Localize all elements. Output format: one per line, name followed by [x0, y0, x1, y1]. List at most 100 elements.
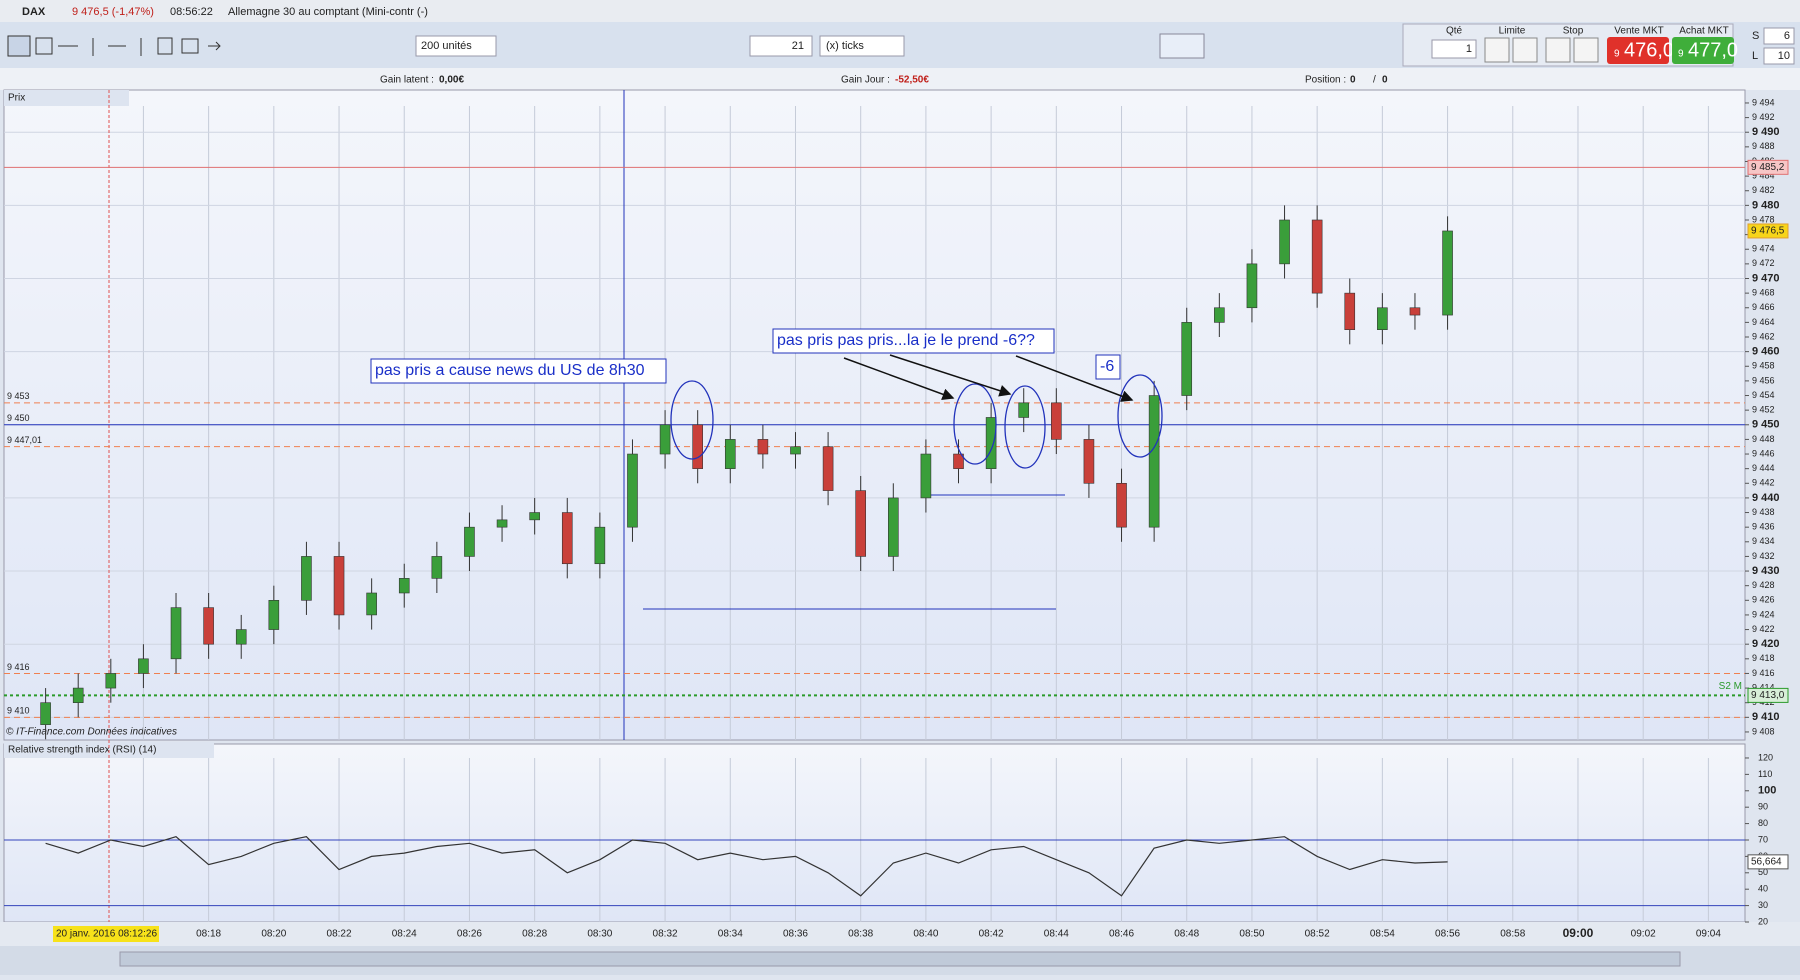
candle-body — [822, 446, 834, 491]
price-panel-header — [4, 90, 129, 106]
y-tick-label: 9 424 — [1752, 609, 1775, 619]
x-tick-label: 08:38 — [848, 929, 873, 940]
y-tick-label: 9 438 — [1752, 507, 1775, 517]
qty-input[interactable] — [1431, 39, 1477, 59]
candle-body — [920, 453, 932, 499]
y-tick-label: 9 430 — [1752, 565, 1780, 577]
x-tick-label: 08:42 — [979, 929, 1004, 940]
x-tick-label: 08:34 — [718, 929, 743, 940]
level-tag — [1747, 687, 1789, 703]
quote: 9 476,5 (-1,47%) — [72, 6, 154, 18]
annotation: pas pris a cause news du US de 8h30 — [375, 362, 645, 379]
candle-body — [659, 424, 671, 455]
y-tick-label: 9 434 — [1752, 536, 1775, 546]
candle-body — [1442, 230, 1453, 316]
quantity: 200 unités — [421, 40, 472, 52]
s-input[interactable] — [1763, 27, 1795, 45]
tool-icons[interactable] — [7, 35, 221, 57]
qty: 1 — [1466, 43, 1472, 55]
annotation: pas pris pas pris...la je le prend -6?? — [777, 332, 1035, 349]
x-tick-label: 08:40 — [913, 929, 938, 940]
quantity-select[interactable] — [415, 35, 497, 57]
x-tick-label: 09:04 — [1696, 929, 1721, 940]
sell-price: 476,0 — [1624, 39, 1674, 61]
candle-body — [203, 607, 214, 645]
candle-body — [72, 687, 84, 703]
level-tag-label: 9 485,2 — [1751, 162, 1785, 173]
y-tick-label: 9 408 — [1752, 726, 1775, 736]
circle-drawing — [953, 383, 997, 465]
candle-body — [1148, 395, 1160, 528]
candle-body — [105, 673, 117, 689]
copyright: © IT-Finance.com Données indicatives — [6, 727, 177, 738]
ticks-select[interactable] — [819, 35, 905, 57]
y-tick-label: 9 446 — [1752, 448, 1775, 458]
symbol[interactable]: DAX — [22, 6, 46, 18]
buy-label: Achat MKT — [1679, 26, 1728, 37]
x-tick-label: 08:22 — [327, 929, 352, 940]
annotation: -6 — [1100, 358, 1114, 375]
x-tick-label: 08:36 — [783, 929, 808, 940]
candle-body — [398, 578, 410, 594]
y-tick-label: 100 — [1758, 785, 1776, 797]
x-tick-label: 08:44 — [1044, 929, 1069, 940]
y-tick-label: 9 422 — [1752, 624, 1775, 634]
candle-body — [1246, 263, 1258, 309]
y-tick-label: 9 472 — [1752, 258, 1775, 268]
circle-drawing — [670, 380, 714, 460]
candle-body — [529, 512, 540, 521]
price-panel — [3, 89, 1746, 741]
stop-label: Stop — [1563, 26, 1584, 37]
chart-type-button[interactable] — [1159, 33, 1205, 59]
latent-label: Gain latent : — [380, 75, 434, 86]
x-tick-label: 08:58 — [1500, 929, 1525, 940]
l-input[interactable] — [1763, 47, 1795, 65]
y-tick-label: 9 460 — [1752, 346, 1780, 358]
position-sep: / — [1373, 75, 1376, 86]
y-tick-label: 9 482 — [1752, 185, 1775, 195]
ticks-input[interactable] — [749, 35, 813, 57]
y-tick-label: 9 492 — [1752, 112, 1775, 122]
scroll-thumb[interactable] — [119, 951, 1681, 967]
x-tick-label: 08:26 — [457, 929, 482, 940]
ticks-count: 21 — [792, 40, 804, 52]
buy-button[interactable] — [1672, 37, 1734, 64]
arrow — [889, 354, 1012, 397]
rsi-tag — [1747, 854, 1789, 870]
title-bar — [0, 0, 1800, 22]
y-tick-label: 9 442 — [1752, 478, 1775, 488]
x-tick-label: 08:54 — [1370, 929, 1395, 940]
candle-body — [333, 556, 345, 616]
day-gain: -52,50€ — [895, 75, 929, 86]
candle-body — [170, 607, 182, 660]
order-buttons[interactable] — [1484, 37, 1599, 63]
x-tick-label: 08:50 — [1239, 929, 1264, 940]
y-tick-label: 9 440 — [1752, 492, 1780, 504]
x-tick-label: 08:32 — [653, 929, 678, 940]
y-tick-label: 90 — [1758, 802, 1768, 812]
s-label: S — [1752, 30, 1759, 42]
candle-body — [235, 629, 247, 645]
y-tick-label: 30 — [1758, 900, 1768, 910]
candle-body — [301, 556, 312, 601]
sell-prefix: 9 — [1614, 49, 1620, 60]
level-label: 9 450 — [7, 413, 30, 423]
rsi-tag-label: 56,664 — [1751, 857, 1782, 868]
candle-body — [431, 556, 443, 579]
level-label: 9 410 — [7, 706, 30, 716]
s-value: 6 — [1784, 30, 1790, 42]
y-tick-label: 9 466 — [1752, 302, 1775, 312]
candle-body — [561, 512, 573, 565]
position-label: Position : — [1305, 75, 1346, 86]
candle-body — [1279, 219, 1290, 265]
candle-body — [1018, 402, 1030, 418]
buy-prefix: 9 — [1678, 49, 1684, 60]
arrow — [1015, 355, 1134, 402]
candle-body — [888, 497, 899, 557]
info-bar — [0, 68, 1800, 90]
y-tick-label: 9 452 — [1752, 405, 1775, 415]
sell-button[interactable] — [1607, 37, 1669, 64]
candle-body — [496, 519, 508, 528]
candle-body — [790, 446, 801, 455]
